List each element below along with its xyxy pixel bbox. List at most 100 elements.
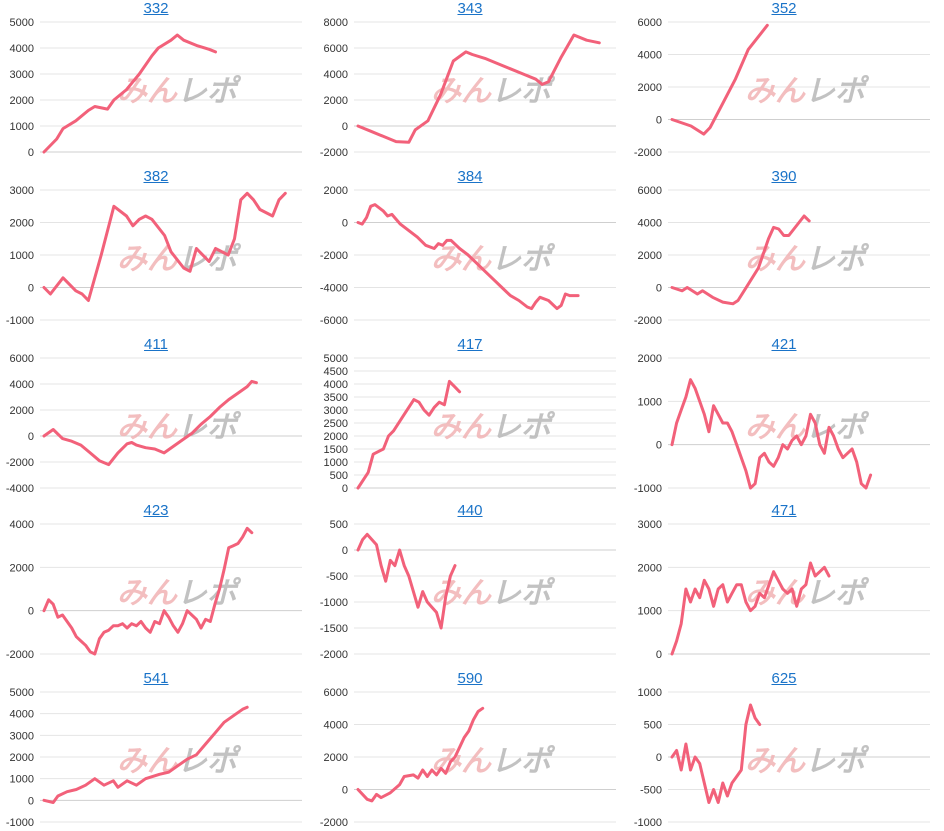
watermark-logo: みんレポ	[117, 410, 242, 445]
y-tick-label: 1000	[10, 250, 34, 262]
chart-title-link[interactable]: 417	[457, 336, 483, 353]
y-tick-label: 0	[28, 606, 34, 618]
watermark-logo: みんレポ	[117, 576, 242, 611]
y-tick-label: 3000	[638, 519, 662, 531]
y-tick-label: 5000	[10, 687, 34, 699]
chart-svg: -4000 -2000 0 2000 4000 6000 みんレポ	[6, 353, 302, 495]
chart-title-link[interactable]: 421	[771, 336, 797, 353]
chart-title-link[interactable]: 382	[143, 168, 169, 185]
y-tick-label: 0	[342, 483, 348, 495]
chart-title-link[interactable]: 384	[457, 168, 483, 185]
y-tick-label: -4000	[6, 483, 34, 495]
chart-title-link[interactable]: 590	[457, 670, 483, 687]
watermark-logo: みんレポ	[431, 410, 556, 445]
y-tick-label: 0	[656, 752, 662, 764]
watermark-logo: みんレポ	[431, 74, 556, 109]
chart-panel-541: -1000 0 1000 2000 3000 4000 5000 みんレポ 541	[0, 670, 312, 830]
y-tick-label: 0	[28, 795, 34, 807]
series-line	[356, 379, 462, 490]
y-tick-label: 4000	[638, 50, 662, 62]
y-tick-label: 4000	[10, 43, 34, 55]
y-tick-label: 1000	[638, 606, 662, 618]
chart-svg: -6000 -4000 -2000 0 2000 みんレポ	[320, 185, 616, 327]
chart-title-link[interactable]: 343	[457, 0, 483, 17]
y-tick-label: 1000	[10, 774, 34, 786]
chart-title-link[interactable]: 390	[771, 168, 797, 185]
y-tick-label: 500	[644, 720, 662, 732]
chart-panel-417: 0 500 1000 1500 2000 2500 3000 3500 4000 4500 5000…	[314, 336, 626, 496]
chart-title-link[interactable]: 411	[144, 336, 168, 353]
watermark-logo: みんレポ	[117, 74, 242, 109]
y-tick-label: 0	[656, 440, 662, 452]
series-line	[42, 705, 249, 804]
chart-title-link[interactable]: 352	[771, 0, 797, 17]
y-tick-label: -1500	[320, 623, 348, 635]
y-tick-label: 2000	[10, 218, 34, 230]
chart-title-link[interactable]: 440	[457, 502, 483, 519]
y-tick-label: -2000	[320, 817, 348, 829]
series-line	[356, 33, 601, 144]
y-tick-label: -2000	[6, 457, 34, 469]
y-tick-label: 2000	[324, 95, 348, 107]
watermark-logo: みんレポ	[117, 744, 242, 779]
y-tick-label: 2000	[10, 752, 34, 764]
y-tick-label: 2000	[10, 405, 34, 417]
chart-title-link[interactable]: 625	[771, 670, 797, 687]
y-tick-label: 2000	[324, 752, 348, 764]
chart-title-link[interactable]: 423	[143, 502, 169, 519]
chart-panel-384: -6000 -4000 -2000 0 2000 みんレポ 384	[314, 168, 626, 328]
y-tick-label: 6000	[10, 353, 34, 365]
chart-panel-625: -1000 -500 0 500 1000 みんレポ 625	[628, 670, 940, 830]
series-line	[670, 214, 811, 306]
chart-title-link[interactable]: 541	[143, 670, 169, 687]
y-tick-label: 3000	[10, 69, 34, 81]
chart-panel-382: -1000 0 1000 2000 3000 みんレポ 382	[0, 168, 312, 328]
y-tick-label: 4000	[324, 720, 348, 732]
chart-panel-471: 0 1000 2000 3000 みんレポ 471	[628, 502, 940, 662]
series-line	[670, 561, 831, 656]
y-tick-label: 0	[342, 545, 348, 557]
y-tick-label: -2000	[320, 649, 348, 661]
chart-panel-332: 0 1000 2000 3000 4000 5000 みんレポ 332	[0, 0, 312, 160]
y-tick-label: 2000	[324, 431, 348, 443]
chart-svg: -1000 0 1000 2000 3000 4000 5000 みんレポ	[6, 687, 302, 829]
y-tick-label: 0	[656, 649, 662, 661]
chart-panel-352: -2000 0 2000 4000 6000 みんレポ 352	[628, 0, 940, 160]
chart-svg: 0500100015002000250030003500400045005000…	[324, 353, 616, 495]
y-tick-label: -500	[326, 571, 348, 583]
y-tick-label: 0	[28, 147, 34, 159]
series-line	[356, 706, 485, 803]
y-tick-label: -2000	[634, 147, 662, 159]
y-tick-label: 1000	[10, 121, 34, 133]
chart-panel-421: -1000 0 1000 2000 みんレポ 421	[628, 336, 940, 496]
watermark-logo: みんレポ	[431, 242, 556, 277]
y-tick-label: 2000	[638, 353, 662, 365]
y-tick-label: 0	[342, 218, 348, 230]
y-tick-label: 500	[330, 470, 348, 482]
y-tick-label: -2000	[634, 315, 662, 327]
y-tick-label: -1000	[6, 315, 34, 327]
chart-title-link[interactable]: 332	[143, 0, 169, 17]
series-line	[42, 191, 287, 302]
chart-title-link[interactable]: 471	[771, 502, 797, 519]
watermark-logo: みんレポ	[117, 242, 242, 277]
series-line	[670, 23, 769, 136]
series-line	[670, 703, 762, 804]
watermark-logo: みんレポ	[745, 744, 870, 779]
chart-panel-423: -2000 0 2000 4000 みんレポ 423	[0, 502, 312, 662]
y-tick-label: 4000	[324, 379, 348, 391]
chart-svg: -2000 0 2000 4000 6000 みんレポ	[634, 17, 930, 159]
chart-svg: -2000 -1500 -1000 -500 0 500 みんレポ	[320, 519, 616, 661]
y-tick-label: 4000	[324, 69, 348, 81]
series-line	[42, 379, 258, 467]
y-tick-label: 0	[28, 283, 34, 295]
y-tick-label: 3000	[10, 730, 34, 742]
chart-svg: -2000 0 2000 4000 6000 みんレポ	[634, 185, 930, 327]
y-tick-label: -2000	[320, 250, 348, 262]
y-tick-label: -1000	[320, 597, 348, 609]
y-tick-label: -4000	[320, 283, 348, 295]
series-line	[42, 33, 217, 154]
